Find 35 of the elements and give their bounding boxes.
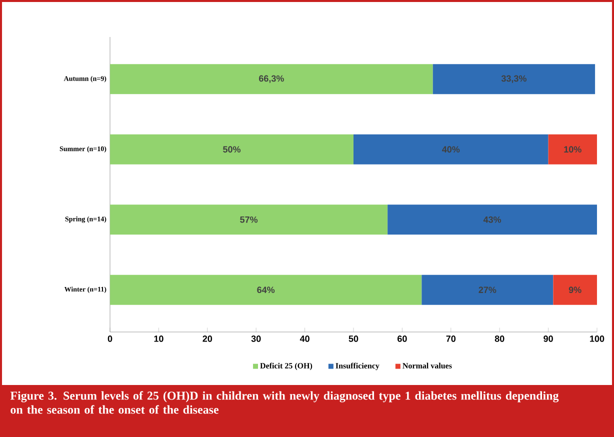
x-tick-label: 30 <box>251 336 261 342</box>
data-label: 40% <box>442 146 460 153</box>
data-label: 9% <box>568 286 582 294</box>
data-label: 10% <box>564 146 582 153</box>
caption: Figure 3. Serum levels of 25 (OH)D in children with newly diagnosed type 1 diabetes mellitus depending on the season of the onset of the disease <box>10 391 559 414</box>
bar <box>388 204 597 235</box>
data-label: 66,3% <box>259 75 284 83</box>
x-tick-label: 0 <box>108 336 112 342</box>
data-label: 27% <box>478 286 496 294</box>
bar <box>110 134 354 164</box>
x-tick-label: 60 <box>398 336 407 342</box>
bar <box>354 134 548 164</box>
data-label: 43% <box>483 216 502 223</box>
data-label: 64% <box>257 286 275 294</box>
bar <box>110 204 388 235</box>
bar <box>432 64 596 94</box>
bar <box>548 134 597 164</box>
data-label: 33,3% <box>501 75 526 83</box>
x-tick-label: 90 <box>544 336 553 342</box>
legend-label: Normal values <box>402 362 452 368</box>
data-label: 50% <box>223 146 241 153</box>
x-tick-label: 80 <box>494 336 504 342</box>
legend-label: Deficit 25 (OH) <box>260 362 312 370</box>
bar <box>110 64 433 94</box>
bar <box>553 274 597 305</box>
bar <box>422 274 554 305</box>
x-tick-label: 10 <box>154 336 164 342</box>
data-label: 57% <box>240 216 258 223</box>
x-tick-label: 20 <box>202 336 212 342</box>
bar <box>110 274 422 305</box>
x-tick-label: 100 <box>590 336 604 342</box>
x-tick-label: 70 <box>446 336 456 342</box>
x-tick-label: 40 <box>300 336 310 342</box>
x-tick-label: 50 <box>348 336 358 342</box>
legend-label: Insufficiency <box>336 362 380 370</box>
